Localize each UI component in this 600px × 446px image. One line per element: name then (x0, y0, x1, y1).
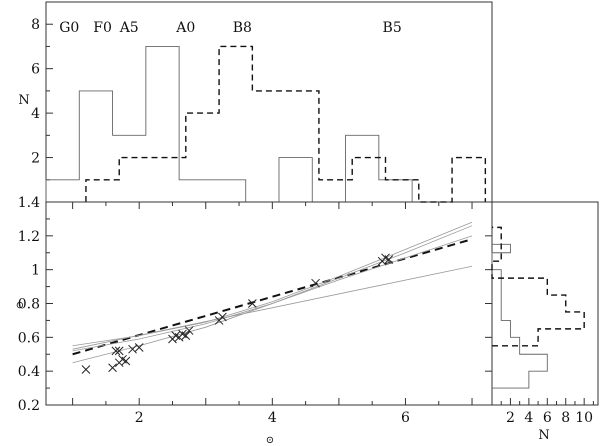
data-point (111, 346, 121, 356)
data-point (181, 331, 191, 340)
data-point (384, 255, 394, 264)
right-panel-frame (491, 201, 599, 406)
main-y-tick-label: 0.8 (18, 297, 40, 313)
data-point (248, 299, 257, 308)
spectral-type-label: F0 (93, 20, 112, 36)
main-y-tick-label: 0.6 (18, 330, 40, 346)
data-point-stroke (381, 253, 390, 263)
main-panel-frame (45, 201, 493, 406)
relation-curve (72, 235, 473, 364)
data-point-stroke (81, 365, 91, 374)
sun-symbol: ⊙ (15, 301, 26, 309)
data-point-stroke (114, 346, 124, 356)
data-point (114, 346, 124, 356)
data-point (121, 356, 131, 366)
main-y-tick-label: 1.4 (18, 195, 40, 211)
main-y-tick-label: 1.2 (18, 229, 40, 245)
main-y-axis-label: ⊙ (15, 301, 26, 309)
data-point (128, 344, 137, 354)
right-x-tick-label: 10 (575, 410, 593, 426)
sun-symbol: ⊙ (266, 435, 274, 446)
top-y-tick-label: 8 (31, 17, 40, 33)
right-histogram-solid (491, 243, 548, 389)
main-y-tick-label: 1 (31, 263, 40, 279)
main-y-tick-label: 0.2 (18, 398, 40, 414)
data-point-stroke (384, 255, 394, 264)
data-point (108, 363, 117, 373)
right-x-tick-label: 2 (506, 410, 515, 426)
top-y-tick-label: 2 (31, 151, 40, 167)
data-point-stroke (121, 356, 131, 366)
data-point-stroke (248, 299, 257, 308)
data-point-stroke (118, 354, 127, 364)
data-point (184, 326, 194, 335)
top-y-tick-label: 4 (31, 106, 40, 122)
top-histogram-solid (45, 45, 413, 203)
right-x-tick-label: 8 (561, 410, 570, 426)
main-y-tick-label: 0.4 (18, 364, 40, 380)
relation-curve (72, 225, 473, 352)
spectral-type-label: A5 (119, 20, 139, 36)
spectral-type-label: B5 (383, 20, 402, 36)
data-point-stroke (108, 363, 117, 373)
data-point-stroke (111, 346, 121, 356)
top-y-tick-label: 6 (31, 62, 40, 78)
spectral-type-label: B8 (233, 20, 252, 36)
top-y-axis-label: N (18, 93, 29, 108)
data-point (218, 312, 227, 322)
data-point-stroke (184, 326, 194, 335)
right-x-axis-label: N (538, 428, 549, 443)
data-point (134, 343, 144, 352)
data-point-stroke (171, 331, 181, 340)
data-point-stroke (311, 278, 320, 288)
main-x-axis-label: ⊙ (266, 435, 274, 446)
right-x-tick-label: 6 (543, 410, 552, 426)
relation-curve (72, 221, 473, 347)
scatter-panel: 0.2 0.4 0.6 0.8 1 1.2 1.4 2 4 6 ⊙ ⊙ (15, 195, 493, 446)
spectral-type-label: G0 (59, 20, 79, 36)
data-point-stroke (218, 312, 227, 322)
data-point (81, 365, 91, 374)
top-histogram-panel: 2 4 6 8 N G0 F0 A5 A0 B8 B5 (18, 1, 493, 203)
data-point-stroke (178, 329, 187, 339)
main-x-tick-label: 4 (268, 410, 277, 426)
right-x-tick-label: 4 (524, 410, 533, 426)
data-point-stroke (128, 344, 137, 354)
main-x-tick-label: 6 (401, 410, 410, 426)
data-point (311, 278, 320, 288)
data-point-stroke (181, 331, 191, 340)
right-histogram-panel: 2 4 6 8 10 N (491, 201, 599, 443)
main-x-tick-label: 2 (135, 410, 144, 426)
right-histogram-dashed (491, 226, 585, 347)
spectral-type-label: A0 (175, 20, 195, 36)
data-point-stroke (134, 343, 144, 352)
